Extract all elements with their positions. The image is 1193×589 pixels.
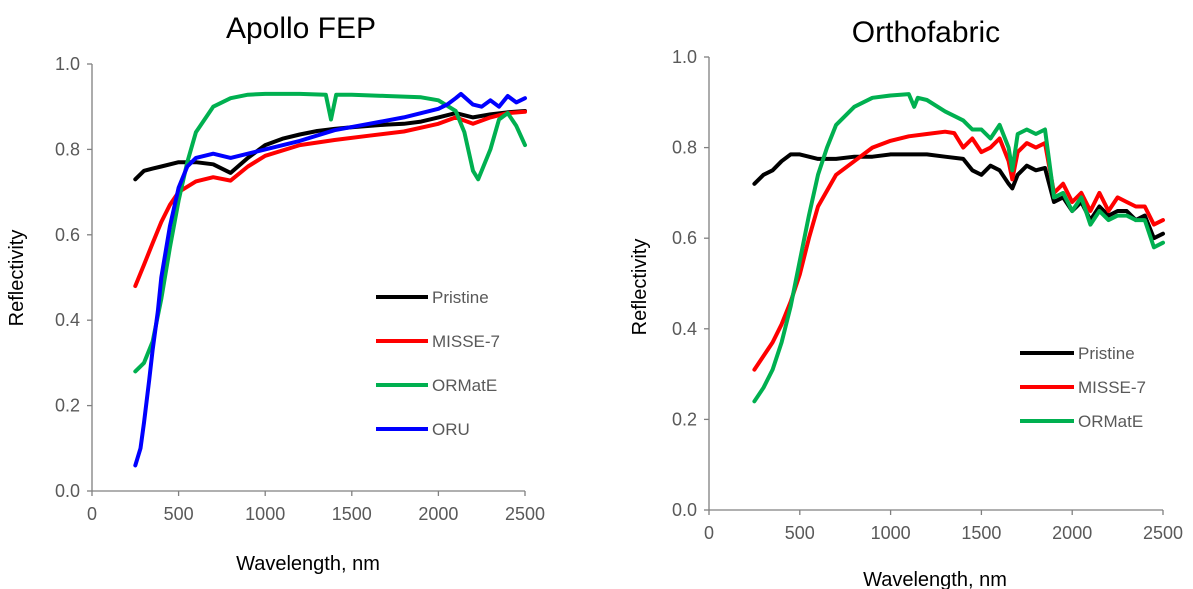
x-tick-label: 1000 xyxy=(245,504,285,524)
legend-label: Pristine xyxy=(1078,344,1135,363)
series-lines xyxy=(133,91,527,468)
chart-title: Orthofabric xyxy=(852,16,1000,49)
y-tick-label: 0.2 xyxy=(55,396,80,416)
y-axis-label: Reflectivity xyxy=(6,230,28,327)
axis-ticks: 0 500 1000 1500 2000 2500 0.0 0.2 0.4 0.6 0.8 1.0 xyxy=(55,54,545,524)
x-tick-label: 500 xyxy=(785,523,815,543)
y-tick-label: 0.8 xyxy=(55,139,80,159)
y-tick-label: 0.6 xyxy=(55,225,80,245)
y-tick-label: 0.0 xyxy=(672,500,697,520)
y-tick-label: 0.4 xyxy=(672,319,697,339)
chart-apollo-fep: Apollo FEP Wavelength, nm Reflectivity 0… xyxy=(6,12,545,575)
x-tick-label: 0 xyxy=(704,523,714,543)
series-line-ormate xyxy=(752,92,1165,404)
x-axis-label: Wavelength, nm xyxy=(236,553,380,575)
series-line-misse-7 xyxy=(133,109,527,288)
series-line-pristine xyxy=(752,152,1165,241)
chart-title: Apollo FEP xyxy=(226,12,376,45)
y-tick-label: 0.0 xyxy=(55,481,80,501)
series-line-oru xyxy=(133,91,527,468)
x-tick-label: 500 xyxy=(164,504,194,524)
axis-ticks: 0 500 1000 1500 2000 2500 0.0 0.2 0.4 0.6 0.8 1.0 xyxy=(672,47,1183,543)
series-line-ormate xyxy=(133,91,527,374)
x-tick-label: 0 xyxy=(87,504,97,524)
x-tick-label: 1500 xyxy=(961,523,1001,543)
series-line-misse-7 xyxy=(752,129,1165,372)
x-axis-label: Wavelength, nm xyxy=(863,569,1007,589)
chart-orthofabric: Orthofabric Wavelength, nm Reflectivity … xyxy=(629,16,1183,589)
y-tick-label: 1.0 xyxy=(55,54,80,74)
y-tick-label: 0.6 xyxy=(672,228,697,248)
x-tick-label: 1000 xyxy=(871,523,911,543)
x-tick-label: 2500 xyxy=(1143,523,1183,543)
y-axis-label: Reflectivity xyxy=(629,239,651,336)
legend-label: Pristine xyxy=(432,288,489,307)
legend-label: ORMatE xyxy=(1078,412,1143,431)
legend: Pristine MISSE-7 ORMatE xyxy=(1020,344,1146,431)
x-tick-label: 2000 xyxy=(1052,523,1092,543)
legend-label: MISSE-7 xyxy=(432,332,500,351)
legend: Pristine MISSE-7 ORMatE ORU xyxy=(376,288,500,439)
x-tick-label: 2500 xyxy=(505,504,545,524)
series-lines xyxy=(752,92,1165,404)
x-tick-label: 1500 xyxy=(332,504,372,524)
y-tick-label: 0.4 xyxy=(55,310,80,330)
legend-label: MISSE-7 xyxy=(1078,378,1146,397)
y-tick-label: 0.2 xyxy=(672,409,697,429)
legend-label: ORMatE xyxy=(432,376,497,395)
x-tick-label: 2000 xyxy=(418,504,458,524)
y-tick-label: 0.8 xyxy=(672,138,697,158)
legend-label: ORU xyxy=(432,420,470,439)
y-tick-label: 1.0 xyxy=(672,47,697,67)
